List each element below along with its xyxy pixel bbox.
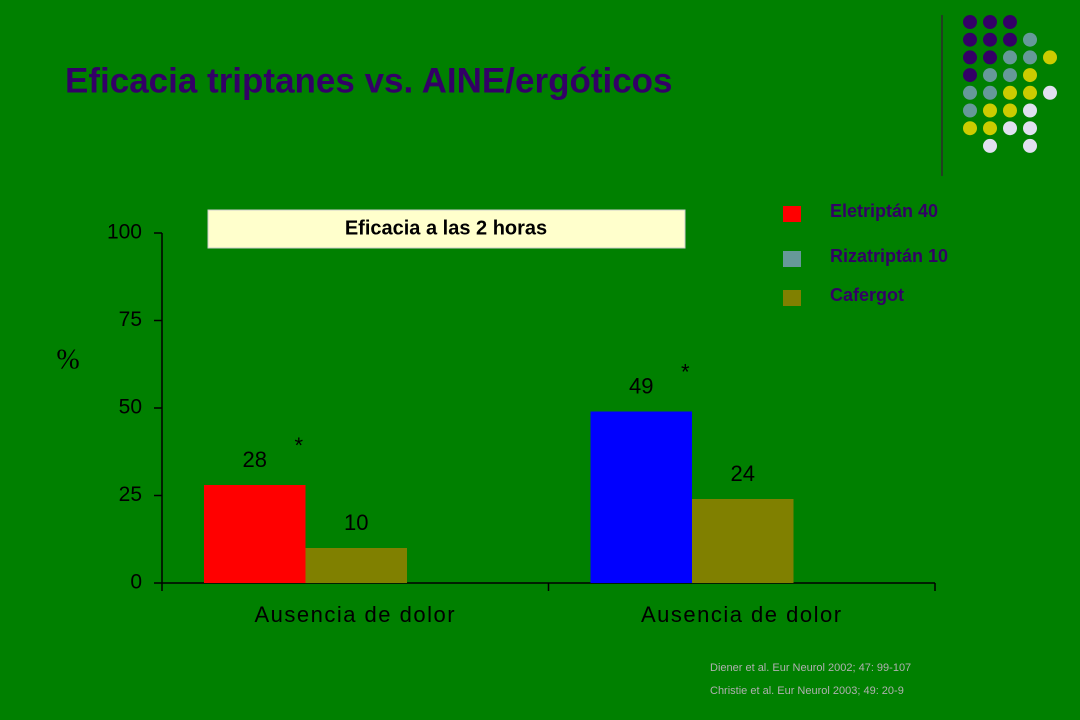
dot	[963, 68, 977, 83]
dot	[963, 85, 977, 100]
dot	[983, 138, 997, 153]
dot	[1003, 15, 1017, 29]
value-label: 49	[629, 373, 653, 398]
reference: Christie et al. Eur Neurol 2003; 49: 20-…	[710, 685, 904, 697]
dot	[963, 121, 977, 136]
value-label: 28	[243, 447, 267, 472]
y-tick-label: 50	[119, 396, 142, 419]
value-label: 10	[344, 510, 368, 535]
dot	[963, 50, 977, 65]
dot	[1023, 85, 1037, 100]
reference: Diener et al. Eur Neurol 2002; 47: 99-10…	[710, 662, 911, 674]
y-tick-label: 100	[107, 221, 142, 244]
legend-swatch	[783, 251, 801, 267]
dot	[1003, 32, 1017, 47]
legend-swatch	[783, 290, 801, 306]
dot	[1023, 103, 1037, 118]
bar	[204, 485, 306, 583]
y-axis-label: %	[56, 344, 79, 375]
dot	[1043, 50, 1057, 65]
value-note: *	[294, 433, 303, 458]
legend-label: Cafergot	[830, 285, 904, 305]
x-tick-label: Ausencia de dolor	[254, 602, 456, 627]
bar	[590, 411, 692, 583]
dot	[1003, 103, 1017, 118]
value-label: 24	[731, 461, 755, 486]
dot	[963, 103, 977, 118]
dot	[1003, 68, 1017, 83]
y-tick-label: 25	[119, 483, 142, 506]
dot	[963, 32, 977, 47]
dot	[983, 15, 997, 29]
dot	[983, 50, 997, 65]
decor-dots	[963, 15, 1057, 153]
dot	[983, 103, 997, 118]
chart-title-box	[207, 209, 686, 249]
dot	[1043, 85, 1057, 100]
dot	[1003, 50, 1017, 65]
value-note: *	[681, 359, 690, 384]
dot	[1023, 121, 1037, 136]
dot	[1023, 138, 1037, 153]
dot	[1023, 32, 1037, 47]
dot	[1023, 68, 1037, 83]
legend-label: Rizatriptán 10	[830, 246, 948, 266]
x-tick-label: Ausencia de dolor	[641, 602, 843, 627]
dot	[1003, 121, 1017, 136]
slide-title: Eficacia triptanes vs. AINE/ergóticos	[65, 61, 673, 100]
dot	[1023, 50, 1037, 65]
legend-swatch	[783, 206, 801, 222]
dot	[963, 15, 977, 29]
legend-label: Eletriptán 40	[830, 201, 938, 221]
dot	[983, 121, 997, 136]
bar	[305, 548, 407, 583]
dot	[983, 85, 997, 100]
y-tick-label: 75	[119, 308, 142, 331]
dot	[1003, 85, 1017, 100]
y-tick-label: 0	[130, 571, 142, 594]
chart-title: Eficacia a las 2 horas	[345, 217, 547, 239]
dot	[983, 32, 997, 47]
dot	[983, 68, 997, 83]
bar	[692, 499, 794, 583]
